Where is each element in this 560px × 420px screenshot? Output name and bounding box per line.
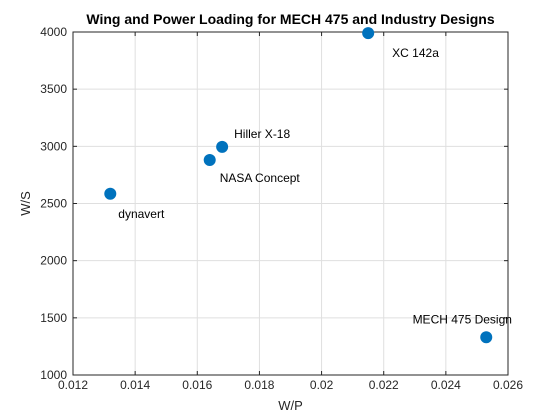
- y-tick-label: 3500: [40, 82, 67, 96]
- x-tick-label: 0.018: [244, 378, 274, 392]
- data-point-label: MECH 475 Design: [413, 312, 512, 326]
- y-tick-label: 2000: [40, 254, 67, 268]
- grid: [72, 31, 509, 376]
- x-tick-label: 0.024: [431, 378, 461, 392]
- data-point-label: dynavert: [118, 207, 165, 221]
- y-tick-label: 1000: [40, 368, 67, 382]
- data-points: dynavert NASA Concept Hiller X-18 XC 142a ME…: [104, 27, 512, 344]
- data-point-label: XC 142a: [392, 46, 439, 60]
- data-point: [216, 140, 229, 153]
- x-tick-label: 0.026: [493, 378, 523, 392]
- data-point-label: Hiller X-18: [234, 127, 290, 141]
- axis-ticks: 0.012 0.014 0.016 0.018 0.02 0.022 0.024 0.026 1…: [40, 25, 523, 392]
- data-point: [104, 187, 117, 200]
- y-axis-label: W/S: [18, 191, 33, 216]
- y-tick-label: 3000: [40, 139, 67, 153]
- x-tick-label: 0.022: [369, 378, 399, 392]
- x-tick-label: 0.014: [120, 378, 150, 392]
- x-axis-label: W/P: [278, 398, 303, 413]
- data-point: [203, 154, 216, 167]
- x-tick-label: 0.02: [310, 378, 334, 392]
- data-point-label: NASA Concept: [220, 171, 301, 185]
- data-point: [480, 331, 493, 344]
- x-tick-label: 0.016: [182, 378, 212, 392]
- y-tick-label: 2500: [40, 197, 67, 211]
- chart-title: Wing and Power Loading for MECH 475 and …: [86, 11, 494, 27]
- y-tick-label: 4000: [40, 25, 67, 39]
- y-tick-label: 1500: [40, 311, 67, 325]
- data-point: [362, 27, 375, 40]
- x-tick-label: 0.012: [58, 378, 88, 392]
